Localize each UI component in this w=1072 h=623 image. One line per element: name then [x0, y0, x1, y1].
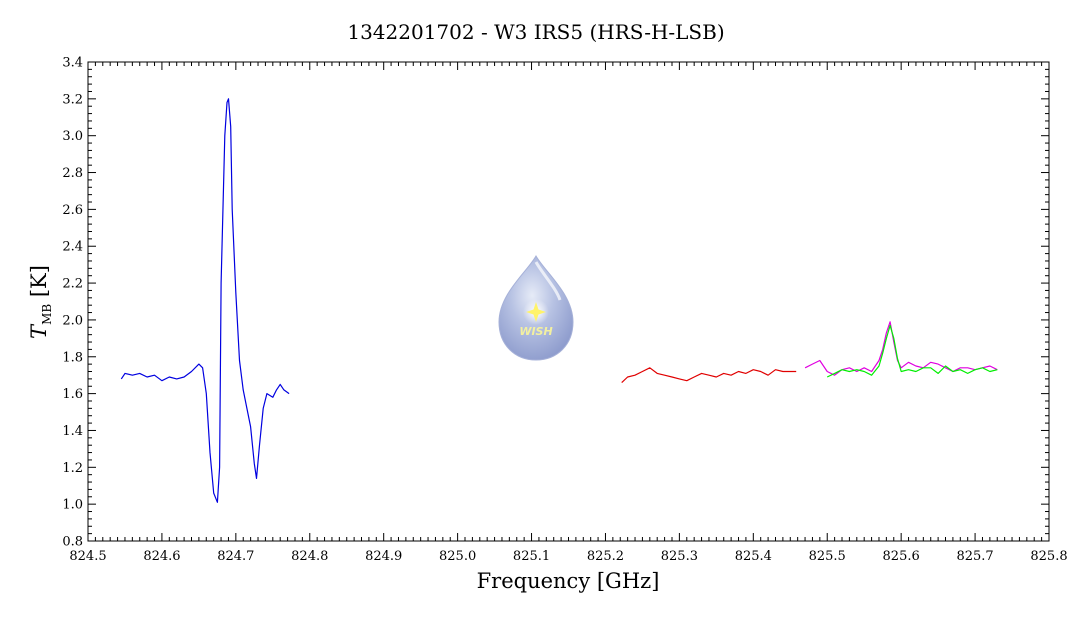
logo-text: WISH [519, 325, 552, 338]
x-tick-label: 825.7 [956, 549, 993, 564]
x-tick-label: 824.7 [217, 549, 254, 564]
y-tick-label: 2.0 [62, 313, 83, 328]
x-tick-label: 824.5 [69, 549, 106, 564]
chart-title: 1342201702 - W3 IRS5 (HRS-H-LSB) [347, 20, 724, 44]
y-tick-label: 0.8 [62, 535, 83, 550]
x-tick-label: 825.6 [883, 549, 920, 564]
y-tick-label: 1.0 [62, 498, 83, 513]
series-line-3 [804, 321, 998, 376]
series-line-1 [120, 98, 290, 503]
x-tick-label: 824.9 [365, 549, 402, 564]
x-axis: 824.5 824.6 824.7 824.8 824.9 825.0 825.1 825.2… [69, 62, 1068, 564]
x-tick-label: 825.1 [513, 549, 550, 564]
x-tick-label: 825.4 [735, 549, 772, 564]
y-tick-label: 1.6 [62, 387, 83, 402]
series-layer [120, 98, 998, 503]
y-axis: 0.8 1.0 1.2 1.4 1.6 1.8 2.0 2.2 2.4 2.6 2.8 3.0 3.2 3… [62, 56, 1049, 550]
y-axis-title-unit: [K] [27, 265, 51, 304]
x-axis-title: Frequency [GHz] [477, 569, 660, 593]
y-tick-label: 3.2 [62, 92, 83, 107]
y-axis-title-main: T [27, 323, 51, 339]
y-tick-label: 2.2 [62, 277, 83, 292]
series-line-4 [826, 324, 998, 378]
x-tick-label: 825.0 [439, 549, 476, 564]
x-tick-label: 825.3 [661, 549, 698, 564]
y-tick-label: 1.2 [62, 461, 83, 476]
y-axis-title-sub: MB [40, 304, 54, 325]
x-tick-label: 825.5 [809, 549, 846, 564]
x-tick-label: 825.2 [587, 549, 624, 564]
series-line-2 [621, 367, 797, 384]
y-tick-label: 1.8 [62, 350, 83, 365]
x-tick-label: 824.6 [143, 549, 180, 564]
y-tick-label: 2.8 [62, 166, 83, 181]
y-axis-title: TMB [K] [27, 265, 54, 339]
y-tick-label: 2.6 [62, 203, 83, 218]
wish-logo: WISH [498, 254, 574, 361]
x-tick-label: 825.8 [1030, 549, 1067, 564]
y-tick-label: 2.4 [62, 240, 83, 255]
y-tick-label: 3.0 [62, 129, 83, 144]
y-tick-label: 3.4 [62, 56, 83, 71]
x-tick-label: 824.8 [291, 549, 328, 564]
y-tick-label: 1.4 [62, 424, 83, 439]
